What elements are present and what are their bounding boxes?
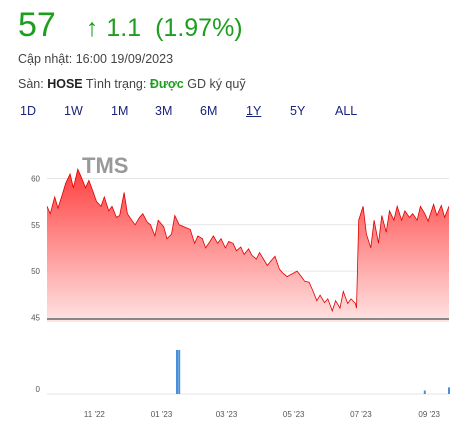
quote-header: 57 ↑ 1.1 (1.97%) [18, 4, 243, 46]
price-area [47, 169, 449, 322]
price-change-percent: (1.97%) [155, 14, 243, 42]
range-5y[interactable]: 5Y [290, 104, 306, 118]
volume-bars [176, 350, 450, 394]
range-1d[interactable]: 1D [20, 104, 36, 118]
status-suffix: GD ký quỹ [187, 77, 246, 91]
range-1w[interactable]: 1W [64, 104, 83, 118]
price-y-tick-label: 50 [31, 267, 40, 276]
current-price: 57 [18, 6, 56, 44]
range-6m[interactable]: 6M [200, 104, 218, 118]
range-1m[interactable]: 1M [111, 104, 129, 118]
price-y-tick-label: 60 [31, 175, 40, 184]
status-value: Được [149, 77, 184, 91]
price-change: 1.1 [106, 14, 142, 42]
update-time: 16:00 19/09/2023 [75, 52, 174, 66]
price-y-tick-label: 55 [31, 221, 40, 230]
x-tick-label: 09 '23 [418, 410, 440, 419]
x-tick-label: 03 '23 [216, 410, 238, 419]
x-tick-label: 01 '23 [151, 410, 173, 419]
exchange-info: Sàn: HOSE Tình trạng: Được GD ký quỹ [18, 77, 246, 91]
volume-bar [423, 390, 426, 394]
exchange-label: Sàn: [18, 77, 44, 91]
range-3m[interactable]: 3M [155, 104, 173, 118]
exchange-name: HOSE [47, 77, 83, 91]
x-tick-label: 05 '23 [283, 410, 305, 419]
x-tick-label: 11 '22 [84, 410, 106, 419]
up-arrow-icon: ↑ [85, 14, 99, 42]
volume-y-axis: 0 [36, 385, 449, 395]
chart-ticker-label: TMS [82, 153, 128, 178]
update-label: Cập nhật: [18, 52, 73, 66]
volume-bar [178, 350, 181, 394]
price-line [46, 168, 450, 313]
x-axis: 11 '22 01 '23 03 '23 05 '23 07 '23 09 '23 [84, 410, 441, 419]
x-tick-label: 07 '23 [350, 410, 372, 419]
price-y-tick-label: 45 [31, 313, 40, 322]
volume-bar [176, 350, 178, 394]
range-1y[interactable]: 1Y [246, 104, 262, 118]
update-info: Cập nhật: 16:00 19/09/2023 [18, 52, 173, 66]
volume-y-tick-label: 0 [36, 385, 41, 394]
volume-bar [448, 387, 450, 394]
range-all[interactable]: ALL [335, 104, 358, 118]
price-y-axis: 60 55 50 45 [31, 175, 40, 323]
status-label: Tình trạng: [85, 77, 147, 91]
